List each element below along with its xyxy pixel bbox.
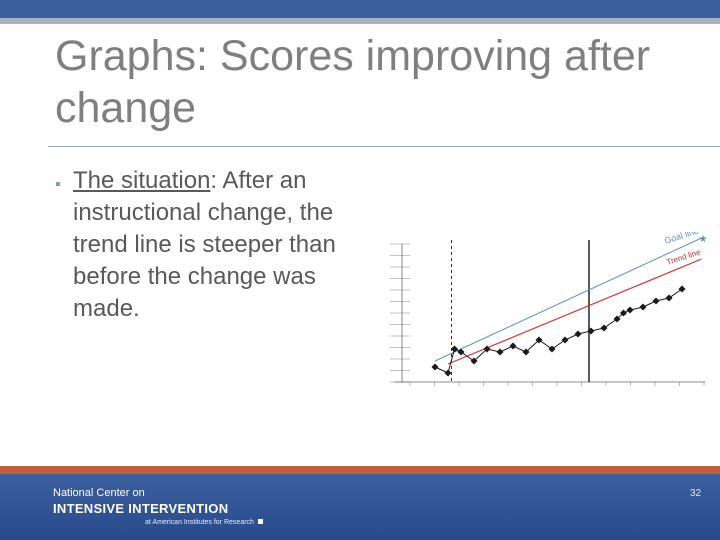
data-point (561, 336, 569, 344)
data-series-line (434, 288, 683, 374)
data-point (639, 303, 647, 311)
goal-line (434, 237, 702, 362)
data-points (431, 285, 686, 377)
data-point (496, 348, 504, 356)
data-point (626, 306, 634, 314)
data-point (522, 348, 530, 356)
data-point (619, 309, 628, 317)
goal-line-label: Goal line (663, 232, 700, 246)
data-point (678, 285, 686, 293)
top-accent-bar (0, 0, 720, 18)
bullet-point: ▪ The situation: After an instructional … (55, 165, 385, 325)
data-point (450, 345, 459, 353)
footer-square-icon (257, 519, 263, 524)
bullet-rest: : After an instructional change, the tre… (73, 167, 336, 322)
data-point (613, 315, 621, 323)
footer-org-name: INTENSIVE INTERVENTION (53, 501, 229, 516)
footer-accent-bar (0, 466, 720, 474)
data-point (509, 342, 517, 350)
goal-star-icon: ★ (699, 234, 708, 245)
data-point (431, 363, 439, 371)
progress-graph: Goal line Trend line ★ (390, 232, 708, 386)
footer-org-affiliation: at American Institutes for Research (145, 519, 263, 526)
data-point (665, 294, 673, 302)
data-point (600, 324, 608, 332)
page-number: 32 (690, 488, 702, 499)
trend-line-label: Trend line (665, 247, 702, 267)
footer-band (0, 474, 720, 540)
data-point (470, 357, 478, 365)
top-accent-shade (0, 18, 720, 24)
data-point (444, 369, 452, 377)
slide-title: Graphs: Scores improving after change (55, 32, 651, 132)
footer-affiliation-text: at American Institutes for Research (145, 519, 254, 526)
bullet-body: The situation: After an instructional ch… (73, 165, 385, 325)
trend-line (447, 258, 702, 365)
data-point (535, 336, 543, 344)
data-point (457, 348, 465, 356)
bullet-lead: The situation (73, 167, 211, 194)
bullet-square-icon: ▪ (55, 176, 61, 193)
data-point (483, 345, 491, 353)
title-divider (48, 146, 720, 147)
graph-axes (390, 243, 705, 386)
data-point (587, 327, 595, 335)
data-point (652, 297, 660, 305)
footer-org-line1: National Center on (53, 487, 145, 499)
data-point (574, 330, 582, 338)
data-point (548, 345, 556, 353)
